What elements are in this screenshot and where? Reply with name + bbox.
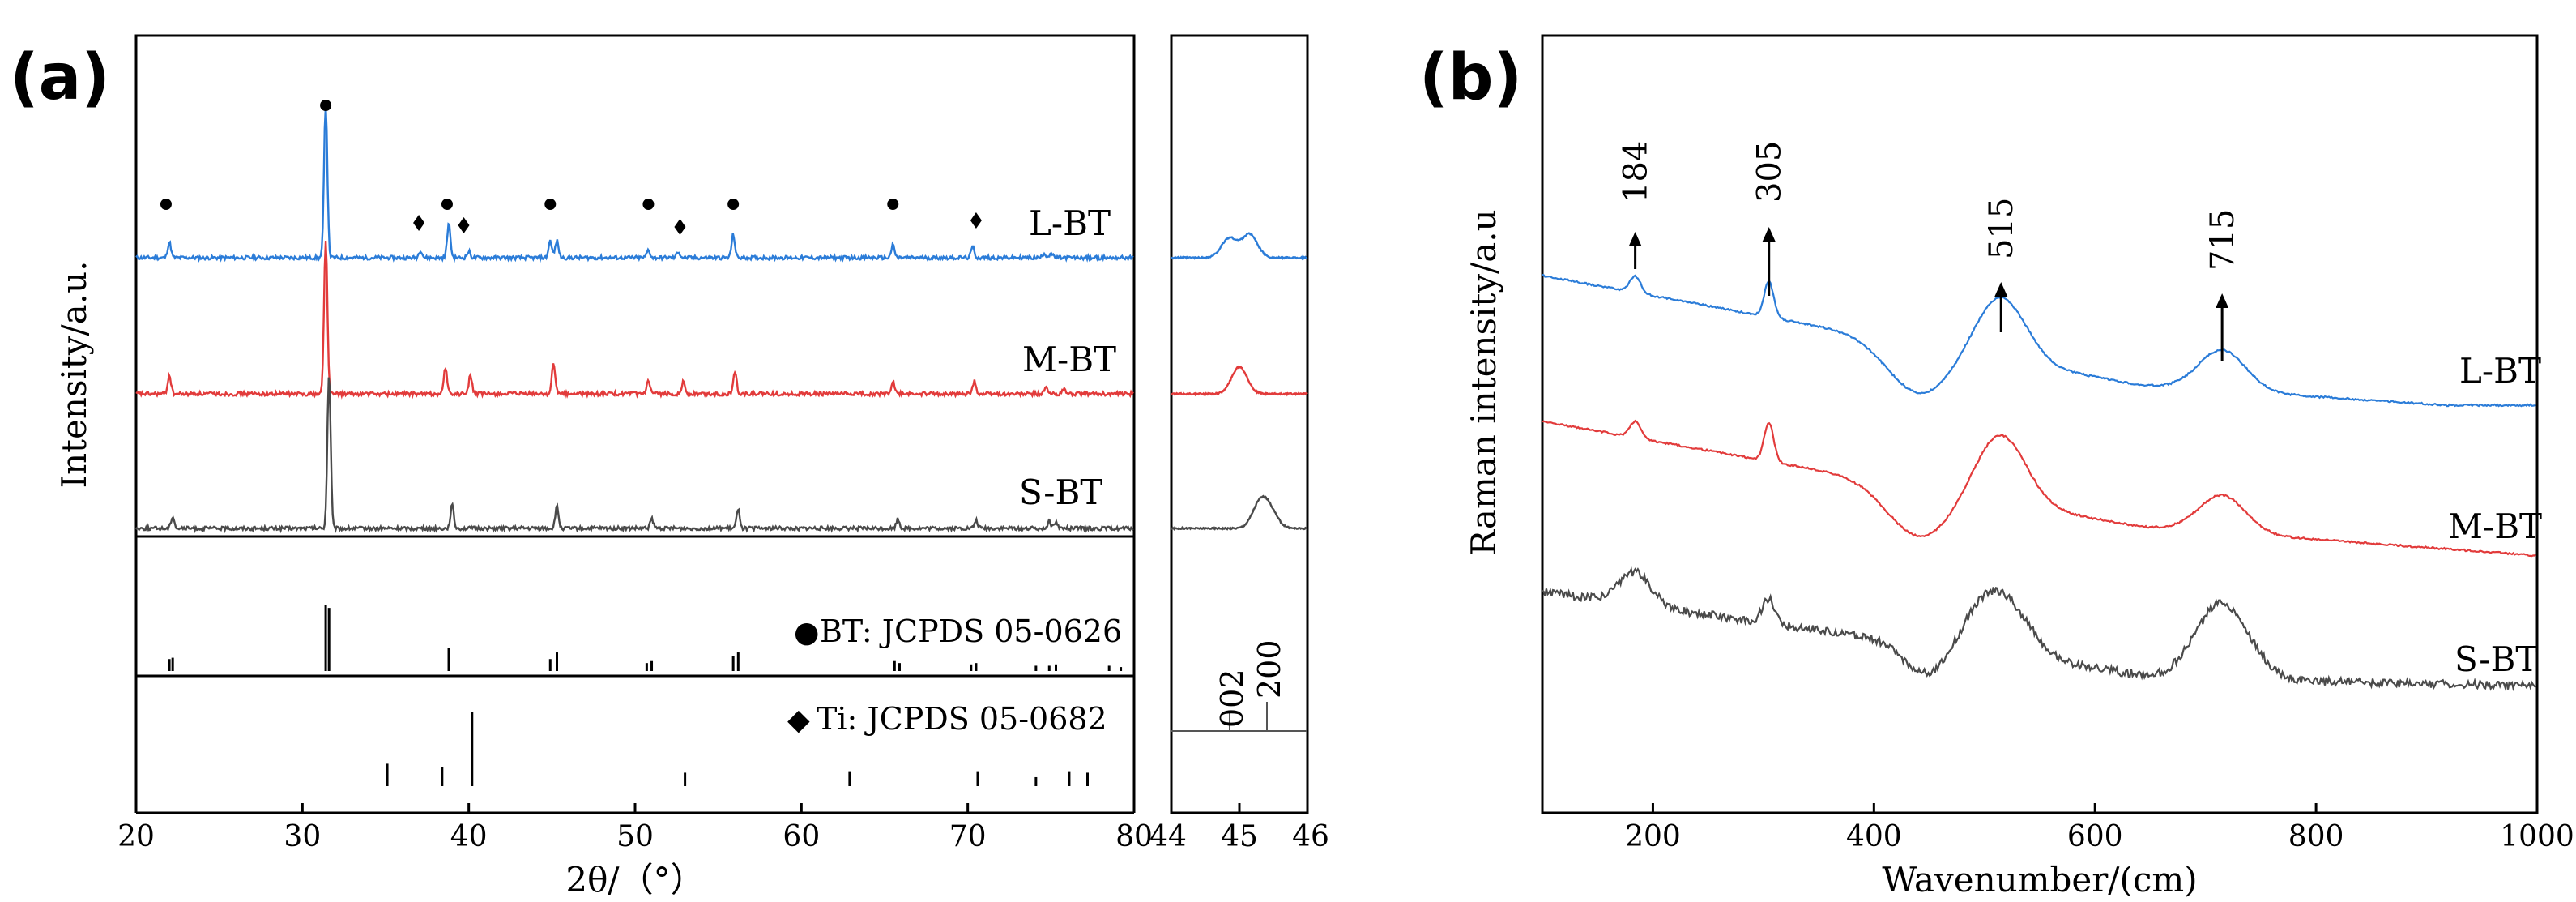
series-l-bt-raman <box>1542 273 2536 408</box>
peak-arrowhead-184 <box>1628 232 1642 246</box>
bt-phase-marker-4 <box>642 199 655 210</box>
a-xtick-label-30: 30 <box>284 820 321 853</box>
series-label-m-bt-b: M-BT <box>2448 507 2542 546</box>
inset-series-m-bt <box>1171 365 1308 397</box>
inset-series-s-bt <box>1171 494 1308 532</box>
panel-label-a: (a) <box>10 41 110 114</box>
series-label-m-bt-a: M-BT <box>1022 340 1116 379</box>
a-xtick-label-20: 20 <box>117 820 155 853</box>
bt-ref-label: BT: JCPDS 05-0626 <box>820 613 1122 649</box>
inset-x-axis: 44 45 46 <box>1149 803 1329 853</box>
ti-phase-marker-1 <box>458 217 470 233</box>
peak-label-305: 305 <box>1751 141 1789 203</box>
ti-ref-label: Ti: JCPDS 05-0682 <box>817 701 1107 737</box>
a-xtick-label-60: 60 <box>783 820 820 853</box>
inset-hkl-200: 200 <box>1252 639 1287 699</box>
peak-label-715: 715 <box>2204 209 2241 271</box>
ti-ref-symbol: ◆ <box>787 703 810 737</box>
series-label-l-bt-a: L-BT <box>1029 203 1111 243</box>
bt-phase-marker-2 <box>441 199 453 210</box>
panel-b-peak-arrows: 184 305 515 715 <box>1618 141 2241 361</box>
peak-arrowhead-715 <box>2216 293 2229 308</box>
panel-b-x-axis: 200 400 600 800 1000 <box>1625 803 2574 853</box>
bt-phase-marker-0 <box>160 199 172 210</box>
b-xtick-label-1000: 1000 <box>2500 820 2574 853</box>
panel-b-frame <box>1541 34 2539 814</box>
bt-phase-marker-3 <box>544 199 557 210</box>
ti-phase-marker-3 <box>970 212 982 229</box>
peak-arrowhead-515 <box>1994 282 2008 297</box>
peak-label-515: 515 <box>1983 198 2020 259</box>
b-xtick-label-800: 800 <box>2288 820 2344 853</box>
series-s-bt-xrd <box>134 377 1134 534</box>
peak-arrowhead-305 <box>1762 227 1776 242</box>
ti-phase-marker-0 <box>413 215 425 231</box>
panel-b-series <box>1542 273 2537 692</box>
series-l-bt-xrd <box>135 105 1134 263</box>
panel-a-series <box>134 105 1134 534</box>
bt-phase-marker-6 <box>887 199 899 210</box>
b-xtick-label-600: 600 <box>2067 820 2123 853</box>
series-s-bt-raman <box>1542 566 2537 692</box>
panel-a-x-axis: 20 30 40 50 60 70 80 <box>117 803 1153 853</box>
a-xtick-label-80: 80 <box>1115 820 1153 853</box>
inset-series <box>1171 232 1308 532</box>
inset-xtick-label-45: 45 <box>1221 820 1258 853</box>
b-xtick-label-200: 200 <box>1625 820 1681 853</box>
panel-a-references <box>168 605 1123 786</box>
series-label-s-bt-a: S-BT <box>1019 472 1102 512</box>
a-xtick-label-40: 40 <box>450 820 488 853</box>
panel-a-frame <box>134 34 1136 678</box>
inset-series-l-bt <box>1171 232 1308 261</box>
inset-xtick-label-44: 44 <box>1149 820 1187 853</box>
series-m-bt-raman <box>1542 419 2536 558</box>
bt-ref-symbol: ● <box>794 616 819 649</box>
panel-a-phase-markers <box>160 100 982 235</box>
inset-xtick-label-46: 46 <box>1292 820 1329 853</box>
inset-hkl-002: 002 <box>1214 669 1250 728</box>
series-label-s-bt-b: S-BT <box>2454 639 2538 679</box>
panel-label-b: (b) <box>1419 41 1522 114</box>
panel-a-ylabel: Intensity/a.u. <box>54 261 94 489</box>
a-xtick-label-70: 70 <box>949 820 987 853</box>
panel-a-xlabel: 2θ/（°） <box>565 860 704 900</box>
bt-phase-marker-1 <box>320 100 332 111</box>
b-xtick-label-400: 400 <box>1846 820 1902 853</box>
series-label-l-bt-b: L-BT <box>2459 351 2541 391</box>
ti-phase-marker-2 <box>674 219 686 235</box>
bt-phase-marker-5 <box>727 199 740 210</box>
peak-label-184: 184 <box>1618 141 1655 203</box>
panel-b-ylabel: Raman intensity/a.u <box>1464 209 1503 555</box>
panel-b-xlabel: Wavenumber/(cm) <box>1882 860 2197 900</box>
panel-a: 20 30 40 50 60 70 80 L-BT M-BT S-BT ● BT: JCPD… <box>54 34 1153 900</box>
series-m-bt-xrd <box>135 240 1134 400</box>
a-xtick-label-50: 50 <box>616 820 654 853</box>
panel-inset: 44 45 46 002 200 <box>1149 34 1329 853</box>
